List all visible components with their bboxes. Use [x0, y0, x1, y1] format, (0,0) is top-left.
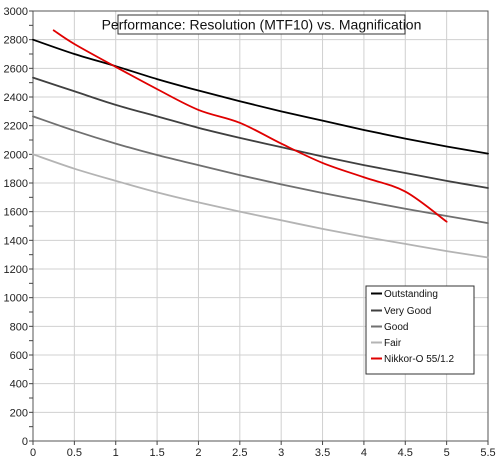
series-lines [32, 29, 489, 259]
x-tick-label: 2.5 [232, 447, 247, 459]
y-tick-label: 2600 [4, 63, 28, 75]
y-tick-label: 0 [22, 436, 28, 448]
y-tick-label: 800 [10, 321, 28, 333]
x-tick-label: 1.5 [149, 447, 164, 459]
x-tick-label: 5 [444, 447, 450, 459]
y-tick-label: 3000 [4, 6, 28, 18]
x-tick-label: 4.5 [398, 447, 413, 459]
y-tick-label: 2200 [4, 121, 28, 133]
x-tick-label: 3 [278, 447, 284, 459]
plot-area [33, 11, 488, 441]
legend-box [365, 285, 475, 375]
chart-title: Performance: Resolution (MTF10) vs. Magn… [102, 14, 422, 35]
x-tick-label: 1 [113, 447, 119, 459]
legend-label-outstanding: Outstanding [384, 289, 438, 300]
y-tick-label: 1000 [4, 293, 28, 305]
legend-label-very-good: Very Good [384, 306, 431, 317]
legend-label-good: Good [384, 322, 408, 333]
title-box [117, 14, 406, 35]
legend-label-nikkor: Nikkor-O 55/1.2 [384, 354, 454, 365]
x-tick-label: 4 [361, 447, 367, 459]
y-tick-label: 1200 [4, 264, 28, 276]
y-tick-label: 1400 [4, 235, 28, 247]
x-tick-label: 0 [30, 447, 36, 459]
legend: Outstanding Very Good Good Fair Nikkor-O… [365, 285, 475, 375]
y-tick-label: 1800 [4, 178, 28, 190]
series-line-very-good [32, 76, 489, 189]
y-tick-label: 2400 [4, 92, 28, 104]
series-line-nikkor [52, 29, 448, 223]
title-text: Performance: Resolution (MTF10) vs. Magn… [102, 17, 422, 33]
x-tick-label: 5.5 [480, 447, 495, 459]
y-tick-label: 2000 [4, 149, 28, 161]
y-tick-label: 400 [10, 379, 28, 391]
axes: 0 200 400 600 800 1000 1200 1400 1600 1800 2000 220… [4, 6, 496, 459]
y-tick-label: 200 [10, 407, 28, 419]
y-tick-label: 1600 [4, 207, 28, 219]
series-line-good [32, 115, 489, 225]
x-tick-label: 0.5 [67, 447, 82, 459]
y-tick-label: 600 [10, 350, 28, 362]
y-tick-label: 2800 [4, 35, 28, 47]
series-line-fair [32, 153, 489, 259]
legend-label-fair: Fair [384, 338, 402, 349]
x-tick-label: 3.5 [315, 447, 330, 459]
x-tick-label: 2 [195, 447, 201, 459]
